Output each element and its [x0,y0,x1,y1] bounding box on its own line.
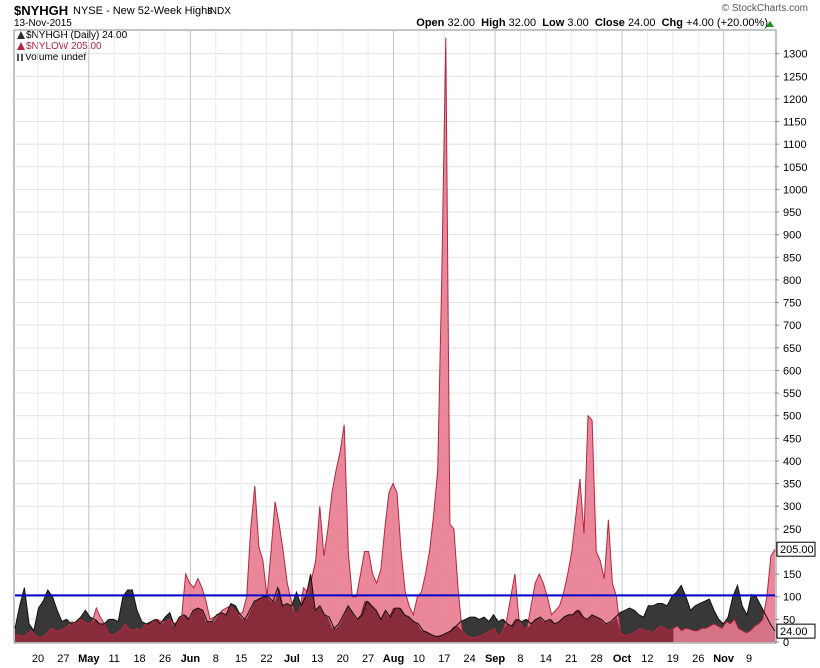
low-label: Low [542,17,565,29]
exchange-label: INDX [207,6,231,17]
y-tick-label: 1100 [783,139,807,151]
brand-watermark[interactable]: © StockCharts.com [721,3,808,14]
x-tick-label: 20 [32,653,44,665]
x-tick-label: 27 [362,653,374,665]
y-tick-label: 800 [783,275,801,287]
series-areas [14,37,776,643]
y-tick-label: 150 [783,569,801,581]
x-tick-label: Jul [284,653,300,665]
y-tick-label: 500 [783,411,801,423]
y-tick-label: 300 [783,501,801,513]
high-label: High [481,17,506,29]
x-tick-label: 17 [438,653,450,665]
x-tick-label: 9 [746,653,752,665]
y-tick-label: 900 [783,230,801,242]
overlap-area [15,578,674,642]
y-tick-label: 1300 [783,49,807,61]
y-tick-label: 0 [783,637,789,649]
nyhgh-last-value-label: 24.00 [780,626,808,638]
x-tick-label: 10 [413,653,425,665]
y-tick-label: 1200 [783,94,807,106]
x-tick-label: 11 [108,653,119,665]
legend-nyhgh-label: $NYHGH (Daily) 24.00 [26,30,128,41]
x-tick-label: Jun [181,653,201,665]
symbol-title: $NYHGH [14,3,69,18]
x-tick-label: 19 [667,653,679,665]
y-tick-label: 250 [783,524,801,536]
y-tick-label: 450 [783,433,801,445]
nylow-line [15,37,776,639]
x-tick-label: 15 [235,653,247,665]
x-tick-label: Nov [713,653,735,665]
nyhgh-last-value-box [776,623,816,639]
x-axis-ticks: 20 27 May 11 18 26 Jun 8 15 22 Jul 13 20 27 Aug 10 17 24 S… [32,653,752,665]
high-value: 32.00 [508,17,537,29]
y-tick-label: 1050 [783,162,807,174]
x-tick-label: 20 [337,653,349,665]
close-label: Close [594,17,625,29]
x-tick-label: Sep [485,653,505,665]
y-tick-label: 750 [783,298,801,310]
y-tick-label: 650 [783,343,801,355]
open-label: Open [416,17,445,29]
x-tick-label: 18 [133,653,145,665]
x-tick-label: May [78,653,100,665]
y-tick-label: 850 [783,252,801,264]
y-tick-label: 600 [783,365,801,377]
nyhgh-line [14,573,776,638]
y-tick-label: 1250 [783,71,807,83]
plot-frame [13,29,777,644]
x-tick-label: Oct [613,653,632,665]
x-tick-label: 21 [565,653,577,665]
x-tick-label: 8 [213,653,219,665]
y-tick-label: 50 [783,614,795,626]
x-tick-label: 14 [540,653,552,665]
y-tick-label: 350 [783,479,801,491]
y-tick-label: 950 [783,207,801,219]
y-tick-label: 550 [783,388,801,400]
y-tick-label: 700 [783,320,801,332]
legend-volume-label: Volume undef [25,52,87,63]
y-tick-label: 1150 [783,117,807,129]
legend-nyhgh: $NYHGH (Daily) 24.00 [17,30,127,41]
grid-lines [15,31,775,643]
x-tick-label: 26 [159,653,171,665]
x-tick-label: 24 [464,653,476,665]
close-value: 24.00 [627,17,656,29]
symbol-description: NYSE - New 52-Week Highs [73,5,213,17]
nylow-area [15,37,775,643]
chart-date: 13-Nov-2015 [14,18,72,29]
x-tick-label: 27 [57,653,69,665]
y-tick-label: 1000 [783,184,807,196]
arrow-up-icon [766,21,774,27]
x-tick-label: 13 [311,653,323,665]
y-axis-ticks: 0501001502002503003504004505005506006507… [775,49,807,649]
series-swatch-icon [17,42,25,50]
last-value-tags: 205.00 24.00 [776,541,816,639]
ohlc-readout: Open 32.00 High 32.00 Low 3.00 Close 24.… [416,17,768,29]
series-swatch-icon [17,31,25,39]
x-tick-label: 28 [591,653,603,665]
open-value: 32.00 [447,17,475,29]
volume-bars-icon [17,53,23,61]
low-value: 3.00 [567,17,589,29]
chg-value: +4.00 (+20.00%) [686,17,768,29]
x-tick-label: 26 [692,653,704,665]
x-tick-label: 12 [641,653,653,665]
y-tick-label: 400 [783,456,801,468]
nylow-last-value-box [776,541,816,557]
x-tick-label: Aug [383,653,404,665]
nylow-last-value-label: 205.00 [780,544,814,556]
x-tick-label: 22 [260,653,272,665]
chg-label: Chg [661,17,683,29]
legend-volume: Volume undef [17,52,86,63]
x-tick-label: 8 [517,653,523,665]
y-tick-label: 100 [783,592,801,604]
